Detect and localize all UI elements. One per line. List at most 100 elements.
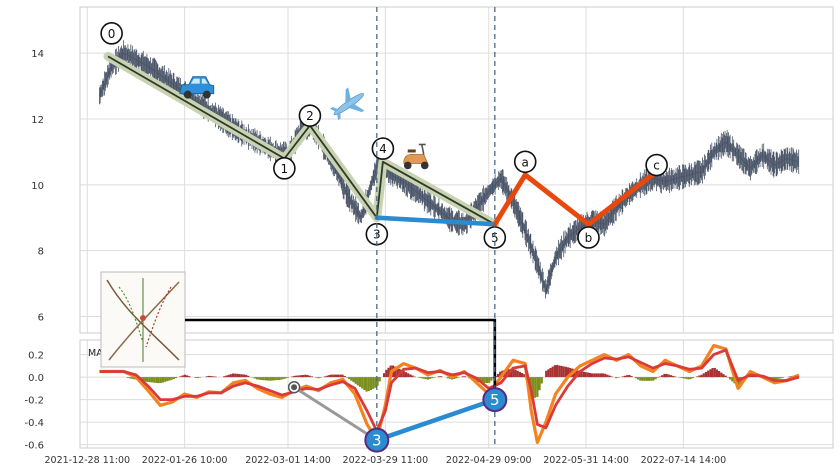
car-icon: [179, 76, 215, 99]
macd-histogram-bar: [426, 377, 429, 380]
macd-histogram-bar: [291, 376, 294, 378]
macd-histogram-bar: [510, 368, 513, 378]
macd-histogram-bar: [663, 373, 666, 378]
scooter-icon: [403, 143, 429, 170]
macd-histogram-bar: [483, 377, 486, 383]
macd-histogram-bar: [223, 376, 226, 378]
macd-divergence-marker: [482, 387, 508, 413]
macd-histogram-bar: [691, 377, 694, 379]
macd-histogram-bar: [488, 377, 491, 383]
macd-histogram-bar: [722, 374, 725, 378]
macd-histogram-bar: [422, 377, 425, 379]
macd-histogram-bar: [387, 367, 390, 378]
macd-histogram-bar: [264, 377, 267, 381]
macd-histogram-bar: [234, 373, 237, 378]
macd-histogram-bar: [328, 375, 331, 378]
macd-histogram-bar: [170, 377, 173, 380]
macd-histogram-bar: [437, 376, 440, 378]
macd-histogram-bar: [588, 373, 591, 378]
macd-histogram-bar: [354, 377, 357, 384]
macd-histogram-bar: [788, 376, 791, 378]
macd-histogram-bar: [142, 377, 145, 382]
macd-histogram-bar: [240, 374, 243, 378]
macd-histogram-bar: [674, 376, 677, 378]
macd-histogram-bar: [650, 377, 653, 381]
macd-histogram-bar: [775, 377, 778, 380]
macd-histogram-bar: [262, 377, 265, 381]
macd-histogram-bar: [547, 369, 550, 378]
macd-histogram-bar: [319, 377, 322, 378]
wave-label-circle: [371, 137, 395, 160]
macd-histogram-bar: [186, 375, 189, 378]
macd-histogram-bar: [549, 368, 552, 378]
macd-histogram-bar: [558, 365, 561, 378]
scooter-icon-wheel: [420, 161, 429, 170]
macd-histogram-bar: [490, 377, 493, 381]
macd-panel: MACD (12,26,9): [88, 344, 800, 444]
macd-histogram-bar: [358, 377, 362, 387]
macd-histogram-bar: [689, 377, 692, 380]
macd-histogram-bar: [247, 375, 250, 378]
macd-histogram-bar: [188, 376, 191, 378]
x-axis-tick-labels: 2021-12-28 11:00 2022-01-26 10:00 2022-03-…: [44, 455, 726, 466]
macd-histogram-bar: [564, 366, 567, 378]
macd-histogram-bar: [332, 374, 335, 378]
macd-histogram-bar: [709, 369, 712, 378]
thumbnail-connector: [185, 318, 497, 389]
macd-histogram-bar: [630, 376, 633, 378]
price-y-tick-label: 6: [38, 313, 44, 324]
macd-histogram-bar: [505, 369, 508, 378]
macd-histogram-bar: [166, 377, 169, 382]
macd-histogram-bar: [133, 377, 136, 380]
macd-histogram-bar: [523, 374, 526, 378]
macd-histogram-bar: [183, 374, 186, 378]
macd-y-tick-label: 0.2: [28, 351, 44, 362]
macd-histogram-bar: [610, 376, 613, 378]
macd-histogram-bar: [245, 374, 248, 378]
wave-label: 0: [108, 27, 116, 41]
macd-histogram-bar: [282, 377, 285, 380]
macd-histogram-bar: [418, 377, 421, 378]
price-y-tick-label: 8: [38, 247, 44, 258]
macd-histogram-bar: [345, 377, 348, 378]
macd-histogram-bar: [225, 375, 228, 378]
macd-histogram-bar: [584, 372, 587, 378]
macd-histogram-bar: [724, 375, 727, 378]
macd-histogram-bar: [227, 374, 230, 378]
price-y-tick-label: 14: [31, 49, 44, 60]
wave-label: a: [522, 155, 529, 169]
macd-histogram-bar: [155, 377, 158, 383]
macd-panel-frame: [79, 339, 834, 449]
macd-histogram-bar: [580, 371, 583, 378]
macd-histogram-bar: [229, 374, 232, 378]
wave-label-circle: [273, 157, 296, 180]
macd-histogram-bar: [457, 377, 460, 378]
macd-histogram-bar: [645, 377, 648, 381]
macd-histogram-bar: [181, 375, 184, 378]
macd-histogram-bar: [275, 377, 278, 381]
macd-histogram-bar: [562, 366, 565, 378]
macd-y-tick-label: -0.4: [24, 418, 44, 429]
car-icon-window: [190, 78, 200, 84]
macd-divergence-marker-label: 3: [372, 432, 382, 450]
macd-histogram-bar: [669, 375, 673, 378]
price-panel: 012345abc: [99, 22, 800, 299]
macd-histogram-bar: [199, 377, 202, 378]
macd-histogram-bar: [643, 377, 646, 381]
macd-histogram-bar: [348, 377, 351, 380]
macd-histogram-bar: [293, 375, 296, 378]
macd-histogram-bar: [431, 377, 434, 379]
macd-histogram-bar: [315, 377, 318, 378]
macd-histogram-bar: [404, 372, 408, 378]
macd-histogram-bar: [420, 377, 423, 379]
macd-histogram-bar: [339, 374, 342, 378]
macd-histogram-bar: [302, 375, 305, 378]
macd-histogram-bar: [518, 371, 521, 378]
macd-divergence-marker-label: 5: [490, 391, 500, 409]
macd-histogram-bar: [236, 373, 239, 378]
macd-histogram-bar: [341, 374, 344, 378]
macd-histogram-bar: [779, 377, 782, 379]
macd-histogram-bar: [683, 377, 686, 379]
macd-histogram-bar: [711, 368, 714, 378]
